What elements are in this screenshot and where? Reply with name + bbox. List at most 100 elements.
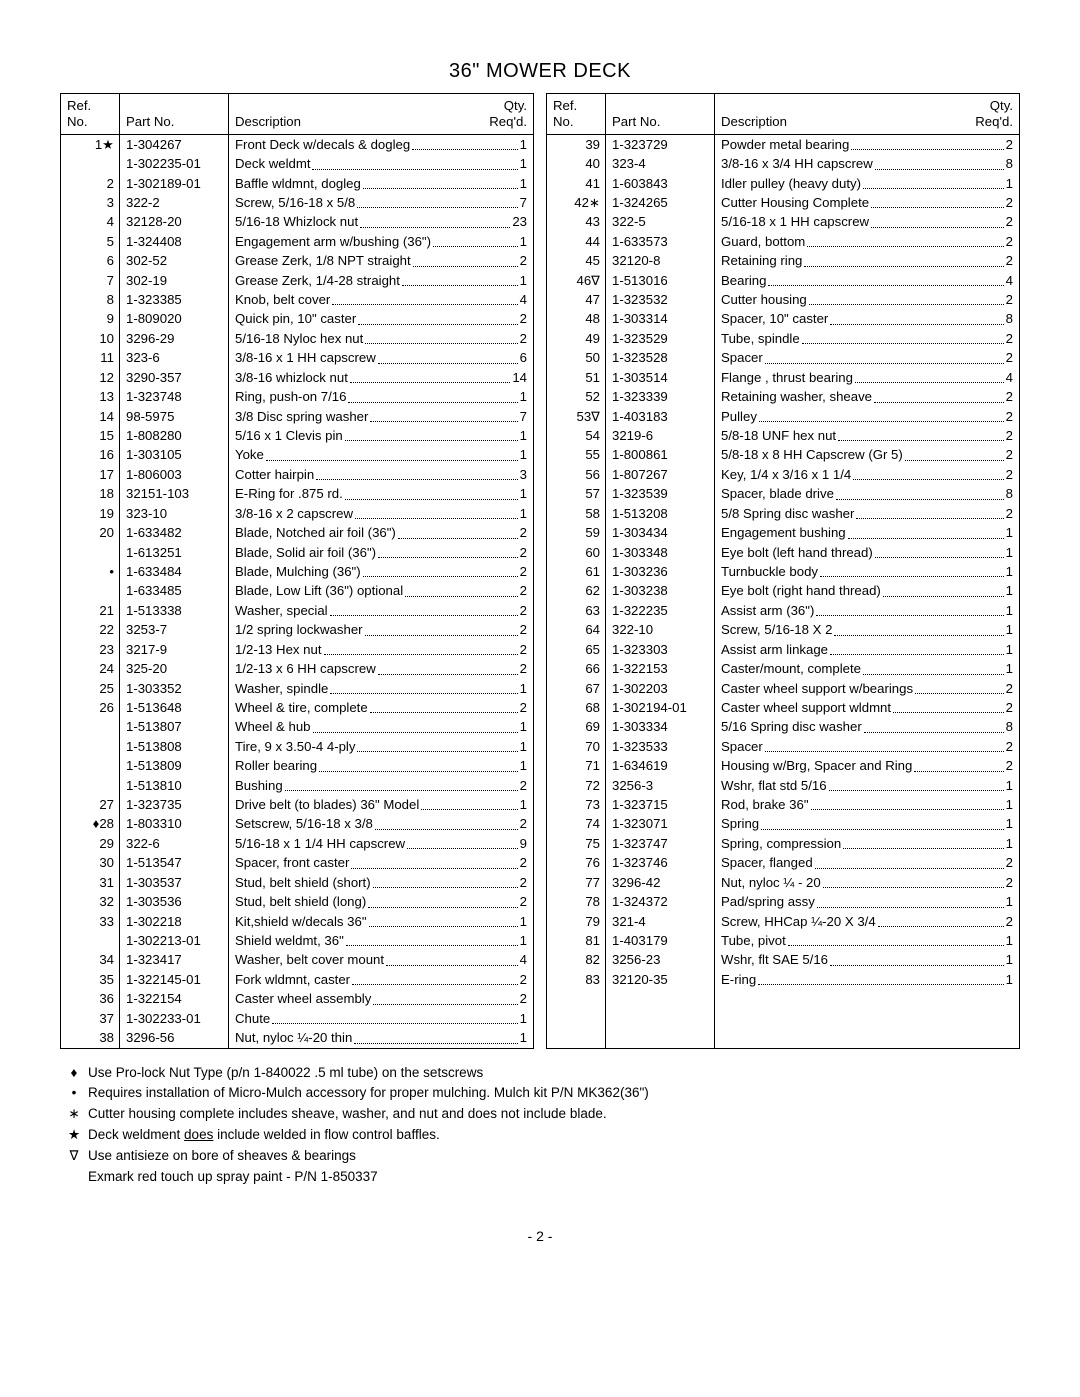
ref-cell: 79: [547, 912, 606, 931]
ref-cell: 60: [547, 543, 606, 562]
table-row: 46∇1-513016Bearing4: [547, 271, 1019, 290]
desc-cell: Washer, spindle1: [229, 679, 534, 698]
table-row: 261-513648Wheel & tire, complete2: [61, 698, 533, 717]
table-row: 271-323735Drive belt (to blades) 36" Mod…: [61, 795, 533, 814]
footnote-text: Requires installation of Micro-Mulch acc…: [88, 1083, 1020, 1104]
desc-cell: Chute1: [229, 1009, 534, 1028]
desc-cell: Cutter housing2: [715, 290, 1020, 309]
table-row: 1-513807Wheel & hub1: [61, 717, 533, 736]
table-row: 711-634619Housing w/Brg, Spacer and Ring…: [547, 756, 1019, 775]
table-row: 471-323532Cutter housing2: [547, 290, 1019, 309]
ref-cell: 42∗: [547, 193, 606, 212]
table-row: 43322-55/16-18 x 1 HH capscrew2: [547, 212, 1019, 231]
header-part: Part No.: [120, 94, 229, 134]
part-cell: 321-4: [606, 912, 715, 931]
ref-cell: 51: [547, 368, 606, 387]
ref-cell: 2: [61, 174, 120, 193]
desc-cell: Spring1: [715, 814, 1020, 833]
part-cell: 1-324265: [606, 193, 715, 212]
part-cell: 325-20: [120, 659, 229, 678]
part-cell: 1-634619: [606, 756, 715, 775]
ref-cell: 6: [61, 251, 120, 270]
table-row: 611-303236Turnbuckle body1: [547, 562, 1019, 581]
ref-cell: 56: [547, 465, 606, 484]
table-row: 64322-10Screw, 5/16-18 X 21: [547, 620, 1019, 639]
part-cell: 1-323533: [606, 737, 715, 756]
part-cell: 1-808280: [120, 426, 229, 445]
ref-cell: 50: [547, 348, 606, 367]
table-row: 53∇1-403183Pulley2: [547, 407, 1019, 426]
footnote-symbol: •: [60, 1083, 88, 1104]
desc-cell: Quick pin, 10" caster2: [229, 309, 534, 328]
desc-cell: Caster/mount, complete1: [715, 659, 1020, 678]
table-row: 1832151-103E-Ring for .875 rd.1: [61, 484, 533, 503]
part-cell: 1-303352: [120, 679, 229, 698]
desc-cell: Key, 1/4 x 3/16 x 1 1/42: [715, 465, 1020, 484]
ref-cell: 75: [547, 834, 606, 853]
desc-cell: Bearing4: [715, 271, 1020, 290]
desc-cell: Powder metal bearing2: [715, 134, 1020, 154]
ref-cell: 38: [61, 1028, 120, 1047]
footnote-row: ★Deck weldment does include welded in fl…: [60, 1125, 1020, 1146]
desc-cell: 3/8-16 x 3/4 HH capscrew8: [715, 154, 1020, 173]
part-cell: 323-4: [606, 154, 715, 173]
footnote-text: Exmark red touch up spray paint - P/N 1-…: [88, 1167, 1020, 1188]
table-row: 201-633482Blade, Notched air foil (36")2: [61, 523, 533, 542]
part-cell: 1-513809: [120, 756, 229, 775]
part-cell: 1-303314: [606, 309, 715, 328]
part-cell: 1-303105: [120, 445, 229, 464]
part-cell: 3296-42: [606, 873, 715, 892]
ref-cell: 25: [61, 679, 120, 698]
table-row: 6302-52Grease Zerk, 1/8 NPT straight2: [61, 251, 533, 270]
desc-cell: Eye bolt (left hand thread)1: [715, 543, 1020, 562]
table-row: 383296-56Nut, nyloc ¼-20 thin1: [61, 1028, 533, 1047]
ref-cell: 81: [547, 931, 606, 950]
desc-cell: Assist arm (36")1: [715, 601, 1020, 620]
ref-cell: 12: [61, 368, 120, 387]
part-cell: 1-324372: [606, 892, 715, 911]
ref-cell: 61: [547, 562, 606, 581]
table-row: 91-809020Quick pin, 10" caster2: [61, 309, 533, 328]
desc-cell: Blade, Mulching (36")2: [229, 562, 534, 581]
table-row: 29322-65/16-18 x 1 1/4 HH capscrew9: [61, 834, 533, 853]
desc-cell: Guard, bottom2: [715, 232, 1020, 251]
header-ref: Ref.No.: [547, 94, 606, 134]
ref-cell: 47: [547, 290, 606, 309]
part-cell: 1-323748: [120, 387, 229, 406]
ref-cell: 10: [61, 329, 120, 348]
desc-cell: Deck weldmt1: [229, 154, 534, 173]
table-row: 823256-23Wshr, flt SAE 5/161: [547, 950, 1019, 969]
footnote-row: Exmark red touch up spray paint - P/N 1-…: [60, 1167, 1020, 1188]
ref-cell: 67: [547, 679, 606, 698]
desc-cell: Yoke1: [229, 445, 534, 464]
table-row: 741-323071Spring1: [547, 814, 1019, 833]
part-cell: 1-303348: [606, 543, 715, 562]
table-row: 79321-4Screw, HHCap ¼-20 X 3/42: [547, 912, 1019, 931]
part-cell: 3217-9: [120, 640, 229, 659]
table-row: 773296-42Nut, nyloc ¼ - 202: [547, 873, 1019, 892]
table-row: 371-302233-01Chute1: [61, 1009, 533, 1028]
ref-cell: 16: [61, 445, 120, 464]
footnote-text: Cutter housing complete includes sheave,…: [88, 1104, 1020, 1125]
desc-cell: Nut, nyloc ¼ - 202: [715, 873, 1020, 892]
table-row: 761-323746Spacer, flanged2: [547, 853, 1019, 872]
table-row: 51-324408Engagement arm w/bushing (36")1: [61, 232, 533, 251]
table-row: 21-302189-01Baffle wldmnt, dogleg1: [61, 174, 533, 193]
part-cell: 1-803310: [120, 814, 229, 833]
desc-cell: Retaining ring2: [715, 251, 1020, 270]
desc-cell: Washer, special2: [229, 601, 534, 620]
ref-cell: 17: [61, 465, 120, 484]
desc-cell: Grease Zerk, 1/4-28 straight1: [229, 271, 534, 290]
table-row: 1-513810Bushing2: [61, 776, 533, 795]
part-cell: 1-303514: [606, 368, 715, 387]
part-cell: 1-603843: [606, 174, 715, 193]
ref-cell: 27: [61, 795, 120, 814]
part-cell: 1-302203: [606, 679, 715, 698]
part-cell: 3290-357: [120, 368, 229, 387]
desc-cell: Cutter Housing Complete2: [715, 193, 1020, 212]
table-row: 4532120-8Retaining ring2: [547, 251, 1019, 270]
part-cell: 1-513648: [120, 698, 229, 717]
part-cell: 1-323529: [606, 329, 715, 348]
part-cell: 1-513808: [120, 737, 229, 756]
desc-cell: Caster wheel support wldmnt2: [715, 698, 1020, 717]
